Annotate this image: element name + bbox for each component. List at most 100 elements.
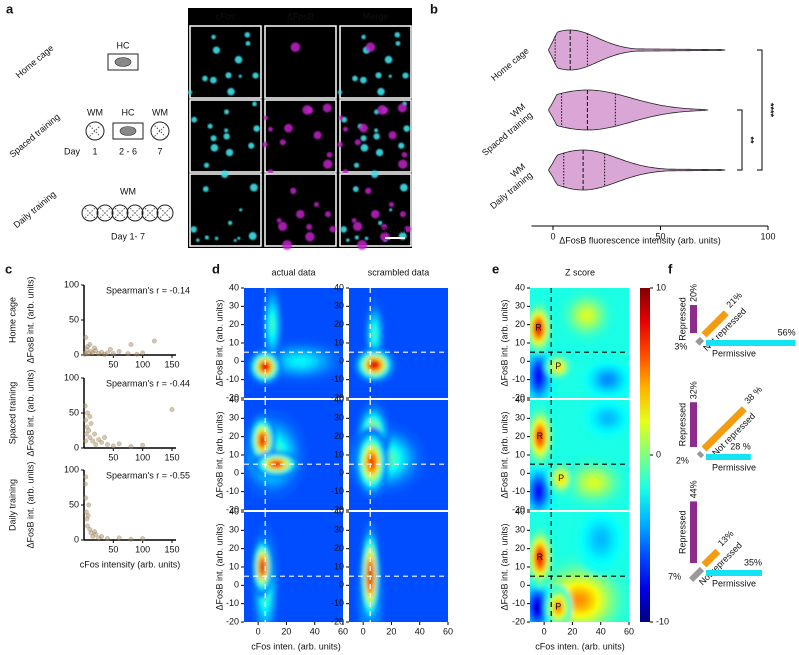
fosb-cell: [357, 239, 368, 250]
y-tick-label: 0: [520, 468, 525, 478]
water-maze: [150, 121, 170, 141]
cfos-cell: [398, 142, 405, 149]
scatter-point: [85, 410, 90, 416]
y-tick-label: 0: [74, 442, 79, 452]
scheme-label: WM: [152, 107, 168, 117]
y-tick-label: 20: [515, 431, 525, 441]
significance-label: ****: [766, 103, 776, 118]
peak-label: P: [558, 473, 564, 483]
y-tick-label: -20: [226, 616, 239, 626]
heatmap-peak: [252, 450, 301, 478]
x-tick-label: 150: [164, 452, 179, 462]
x-tick-label: 100: [135, 544, 150, 554]
repressed-bar: [690, 501, 697, 563]
x-tick-label: 100: [135, 452, 150, 462]
y-tick-label: 10: [229, 337, 239, 347]
category-label-line: Home cage: [489, 46, 531, 83]
heatmap-peak: [573, 512, 629, 576]
scheme-label: HC: [122, 107, 135, 117]
y-tick-label: 10: [515, 561, 525, 571]
scatter-point: [140, 350, 146, 356]
value-label: 20%: [688, 284, 698, 302]
y-tick-label: 40: [515, 394, 525, 404]
y-tick-label: 0: [74, 534, 79, 544]
cfos-cell: [196, 238, 200, 242]
heatmap-field: [247, 288, 343, 385]
y-tick-label: 10: [229, 449, 239, 459]
contour: [572, 594, 587, 606]
scatter-point: [92, 345, 98, 351]
cfos-cell: [225, 72, 232, 79]
cfos-cell: [370, 170, 379, 178]
contour: [261, 562, 264, 572]
scatter-point: [110, 443, 116, 449]
day-label: Day: [64, 146, 81, 156]
contour: [538, 553, 542, 562]
fosb-cell: [399, 211, 407, 218]
scatter-point: [128, 342, 134, 347]
fosb-cell: [282, 239, 293, 250]
cfos-cell: [225, 148, 234, 157]
row-label: Home cage: [7, 297, 17, 343]
maze-cross: [89, 125, 101, 137]
cfos-cell: [239, 208, 243, 212]
fosb-cell: [302, 105, 312, 115]
contour: [371, 362, 378, 368]
maze-cross: [154, 125, 166, 137]
cfos-cell: [252, 72, 259, 79]
repressed-bar: [690, 305, 697, 333]
row-label: Spaced training: [7, 112, 61, 160]
y-tick-label: 20: [515, 543, 525, 553]
y-axis-label: ΔFosB int. (arb. units): [499, 411, 509, 498]
heatmap: [244, 512, 343, 622]
x-tick-label: 0: [542, 626, 547, 636]
y-tick-label: -10: [512, 374, 525, 384]
contour: [260, 436, 265, 444]
y-tick-label: 40: [334, 506, 344, 516]
scatter-point: [99, 534, 105, 539]
category-label: Repressed: [677, 297, 687, 341]
heatmap-peak: [580, 357, 629, 398]
y-tick-label: 0: [234, 468, 239, 478]
cfos-cell: [389, 208, 393, 212]
water-maze: [141, 204, 159, 222]
scatter-point: [116, 349, 122, 354]
y-tick-label: 40: [229, 506, 239, 516]
category-label-line: Spaced training: [480, 110, 534, 158]
cfos-cell: [252, 101, 257, 107]
y-tick-label: 30: [334, 413, 344, 423]
fosb-cell: [296, 209, 305, 219]
colorbar-tick-label: 0: [656, 449, 661, 459]
cfos-cell: [377, 220, 383, 226]
fosb-cell: [404, 225, 412, 233]
category-label: Permissive: [712, 348, 756, 358]
x-axis-label: ΔFosB fluorescence intensity (arb. units…: [559, 235, 721, 245]
y-tick-label: 20: [229, 543, 239, 553]
y-tick-label: -10: [226, 374, 239, 384]
value-label: 2%: [676, 455, 689, 465]
scatter-point: [82, 351, 88, 357]
cfos-cell: [203, 162, 210, 168]
heatmap-peak: [547, 460, 575, 497]
micrograph: [339, 25, 412, 99]
y-tick-label: -10: [331, 486, 344, 496]
fosb-cell: [365, 42, 376, 53]
y-tick-label: 30: [229, 301, 239, 311]
x-tick-label: 60: [443, 626, 453, 636]
contour: [536, 371, 541, 381]
fosb-cell: [351, 218, 357, 223]
scatter-point: [110, 351, 116, 357]
maze-cross: [84, 207, 96, 219]
cfos-cell: [245, 40, 251, 46]
heatmap: [349, 288, 448, 398]
cfos-cell: [209, 76, 217, 84]
fosb-cell: [398, 159, 408, 169]
scatter-point: [116, 441, 122, 447]
fosb-cell: [354, 139, 361, 146]
scatter-point: [86, 502, 92, 508]
x-tick-label: 100: [760, 231, 775, 241]
scatter-point: [87, 435, 93, 440]
scatter-point: [92, 529, 98, 535]
other-bar: [688, 566, 705, 583]
y-tick-label: 100: [64, 464, 79, 474]
